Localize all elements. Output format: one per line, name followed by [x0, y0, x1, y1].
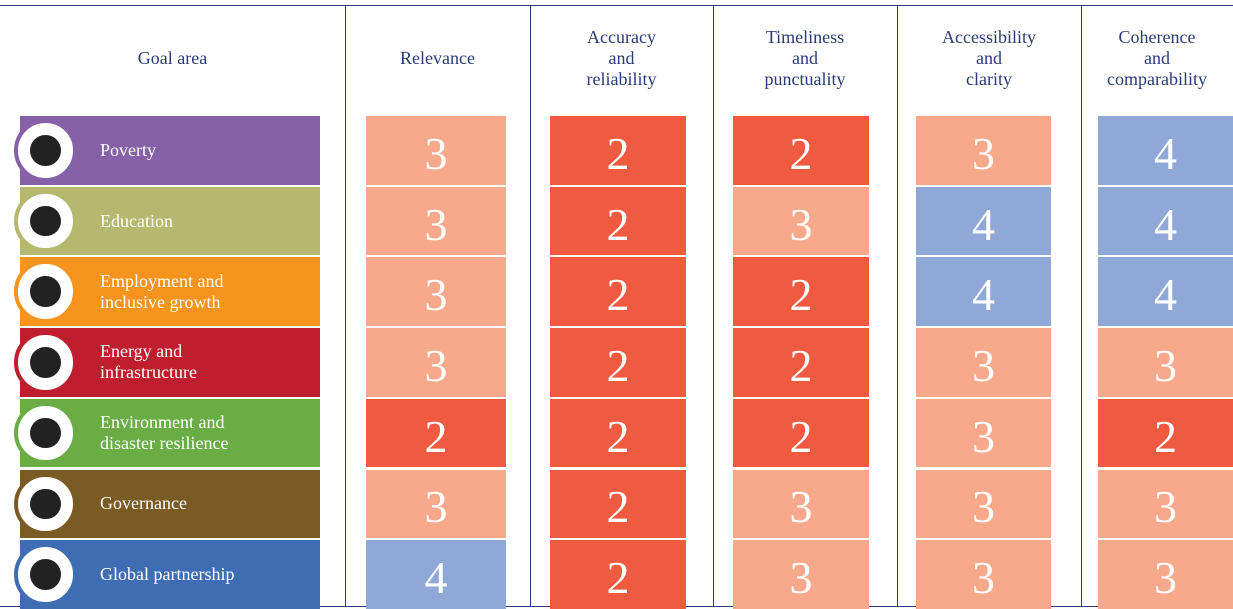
score-cell: 4 — [1098, 257, 1233, 327]
score-cell: 3 — [916, 469, 1051, 539]
icon-glyph — [30, 276, 61, 308]
score-cell: 3 — [1098, 540, 1233, 609]
score-cell: 3 — [366, 328, 506, 397]
column-header: Goal area — [137, 47, 208, 68]
goal-icon — [14, 472, 77, 536]
score-cell: 3 — [916, 540, 1051, 609]
icon-glyph — [30, 488, 61, 520]
score-cell: 4 — [1098, 186, 1233, 256]
column-rule — [530, 6, 531, 606]
column-rule — [345, 6, 346, 606]
score-cell: 2 — [550, 257, 686, 327]
score-cell: 2 — [550, 186, 686, 256]
score-cell: 2 — [550, 328, 686, 397]
score-cell: 3 — [916, 398, 1051, 468]
score-cell: 3 — [733, 469, 869, 539]
goal-area: Education — [20, 186, 320, 256]
score-cell: 4 — [916, 257, 1051, 327]
score-cell: 3 — [1098, 469, 1233, 539]
column-rule — [713, 6, 714, 606]
score-cell: 2 — [733, 257, 869, 327]
icon-glyph — [30, 417, 61, 449]
icon-glyph — [30, 205, 61, 237]
goal-icon — [14, 331, 77, 394]
goal-icon — [14, 119, 77, 182]
score-cell: 2 — [550, 540, 686, 609]
score-cell: 3 — [366, 186, 506, 256]
score-cell: 3 — [916, 328, 1051, 397]
score-cell: 3 — [366, 469, 506, 539]
goal-icon — [14, 543, 77, 606]
goal-icon — [14, 189, 77, 253]
score-cell: 3 — [916, 116, 1051, 185]
score-cell: 2 — [366, 398, 506, 468]
goal-icon — [14, 401, 77, 465]
score-cell: 4 — [916, 186, 1051, 256]
score-cell: 2 — [733, 328, 869, 397]
score-cell: 2 — [550, 469, 686, 539]
icon-glyph — [30, 135, 61, 166]
score-cell: 2 — [550, 116, 686, 185]
icon-glyph — [30, 559, 61, 590]
score-cell: 3 — [366, 116, 506, 185]
score-cell: 3 — [733, 540, 869, 609]
score-cell: 3 — [366, 257, 506, 327]
column-header: Accessibility and clarity — [942, 26, 1036, 89]
column-header: Accuracy and reliability — [586, 26, 657, 89]
score-cell: 3 — [1098, 328, 1233, 397]
column-header: Coherence and comparability — [1107, 26, 1207, 89]
goal-icon — [14, 260, 77, 324]
score-cell: 2 — [550, 398, 686, 468]
score-cell: 3 — [733, 186, 869, 256]
score-cell: 2 — [733, 398, 869, 468]
column-header: Relevance — [400, 47, 475, 68]
top-rule — [0, 5, 1233, 6]
column-header: Timeliness and punctuality — [764, 26, 846, 89]
score-cell: 4 — [366, 540, 506, 609]
column-rule — [897, 6, 898, 606]
score-cell: 4 — [1098, 116, 1233, 185]
column-rule — [1081, 6, 1082, 606]
score-cell: 2 — [733, 116, 869, 185]
score-cell: 2 — [1098, 398, 1233, 468]
icon-glyph — [30, 347, 61, 378]
